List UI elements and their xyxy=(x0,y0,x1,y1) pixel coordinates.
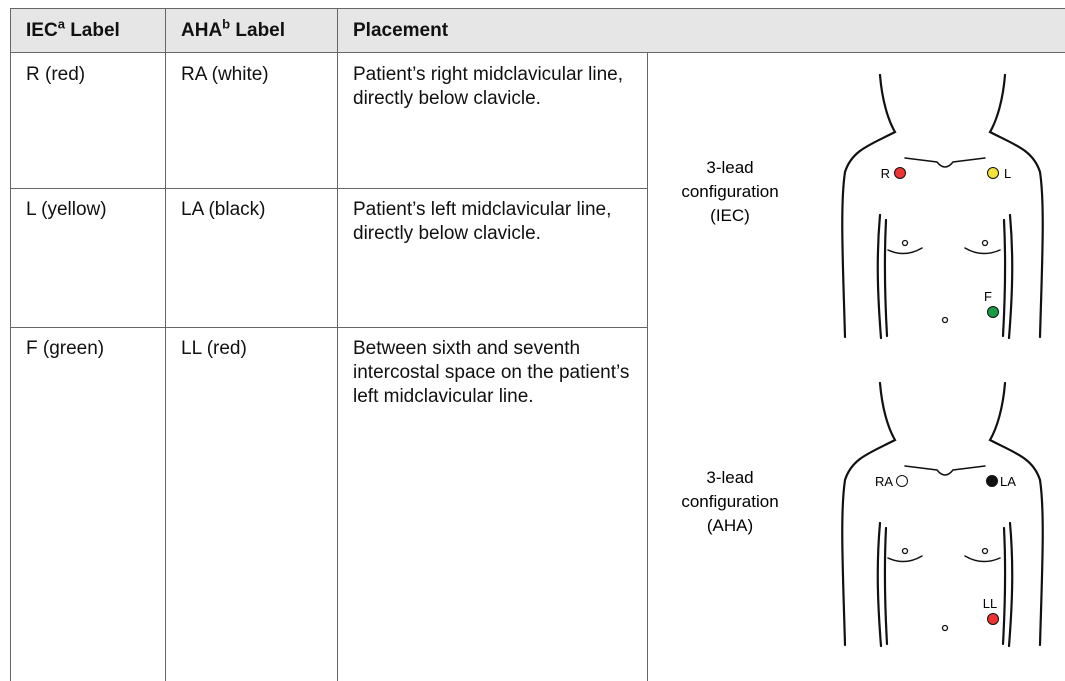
cell: Patient’s left midclavicular line, direc… xyxy=(353,199,612,244)
caption: 3-lead xyxy=(706,468,753,487)
electrode xyxy=(986,475,998,487)
caption: (AHA) xyxy=(707,516,753,535)
electrode xyxy=(987,613,999,625)
border xyxy=(10,188,647,189)
electrode-label: LA xyxy=(1000,474,1016,489)
border xyxy=(10,8,11,681)
electrode xyxy=(894,167,906,179)
electrode xyxy=(987,306,999,318)
header-cell: IECa Label xyxy=(26,16,120,41)
border xyxy=(337,8,338,681)
cell: F (green) xyxy=(26,338,105,359)
caption: (IEC) xyxy=(710,206,750,225)
border xyxy=(165,8,166,681)
header-bar xyxy=(10,8,1065,53)
electrode-label: F xyxy=(984,289,992,304)
torso-illustration xyxy=(841,73,1044,340)
caption: 3-lead xyxy=(706,158,753,177)
electrode-label: L xyxy=(1004,166,1011,181)
caption: configuration xyxy=(681,182,778,201)
cell: Patient’s right midclavicular line, dire… xyxy=(353,64,623,109)
cell: RA (white) xyxy=(181,64,269,85)
header-cell: AHAb Label xyxy=(181,16,286,41)
electrode xyxy=(896,475,908,487)
cell: LL (red) xyxy=(181,338,247,359)
torso-illustration xyxy=(841,381,1044,648)
electrode-label: R xyxy=(881,166,890,181)
cell: LA (black) xyxy=(181,199,266,220)
header-cell: Placement xyxy=(353,20,449,41)
border xyxy=(10,327,647,328)
cell: Between sixth and seventh intercostal sp… xyxy=(353,338,630,407)
electrode xyxy=(987,167,999,179)
electrode-label: LL xyxy=(983,596,997,611)
caption: configuration xyxy=(681,492,778,511)
electrode-label: RA xyxy=(875,474,893,489)
cell: R (red) xyxy=(26,64,86,85)
cell: L (yellow) xyxy=(26,199,107,220)
border xyxy=(647,53,648,681)
